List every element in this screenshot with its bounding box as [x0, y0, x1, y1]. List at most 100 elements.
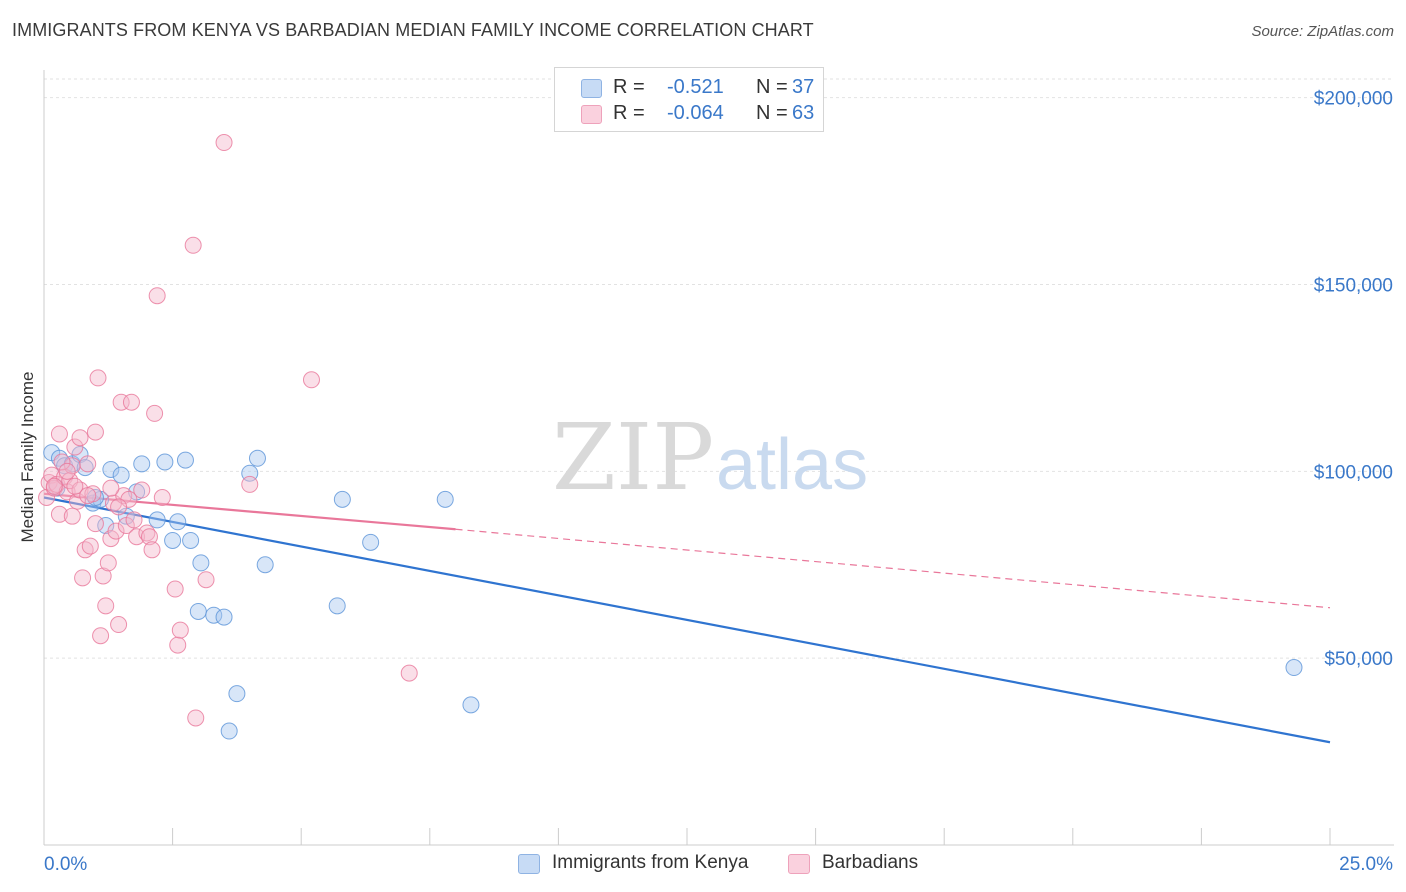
point-barbadians [184, 236, 202, 254]
point-barbadians [133, 481, 151, 499]
kenya-legend-swatch [518, 854, 540, 874]
point-kenya [228, 685, 246, 703]
point-barbadians [89, 369, 107, 387]
x-tick-label: 25.0% [1339, 854, 1393, 875]
point-barbadians [66, 438, 84, 456]
point-kenya [436, 490, 454, 508]
point-barbadians [400, 664, 418, 682]
point-barbadians [128, 528, 146, 546]
point-barbadians [50, 425, 68, 443]
point-barbadians [79, 487, 97, 505]
point-barbadians [99, 554, 117, 572]
barbadians-legend-label: Barbadians [822, 852, 919, 873]
point-barbadians [92, 627, 110, 645]
point-kenya [176, 451, 194, 469]
data-points [38, 134, 1303, 740]
trendline-kenya [43, 496, 1331, 744]
y-tick-labels: $50,000 $100,000 $150,000 $200,000 [1314, 89, 1393, 670]
point-barbadians [94, 567, 112, 585]
point-barbadians [63, 507, 81, 525]
point-barbadians [140, 528, 158, 546]
point-barbadians [143, 541, 161, 559]
y-tick-label: $100,000 [1314, 462, 1393, 483]
y-tick-label: $150,000 [1314, 276, 1393, 297]
point-kenya [189, 602, 207, 620]
barbadians-swatch [581, 105, 602, 124]
point-barbadians [81, 537, 99, 555]
point-kenya [182, 531, 200, 549]
point-kenya [97, 517, 115, 535]
point-barbadians [153, 488, 171, 506]
n-label: N = [756, 102, 788, 124]
point-kenya [102, 460, 120, 478]
r-label: R = [613, 76, 645, 98]
point-barbadians [71, 429, 89, 447]
barbadians-legend-swatch [788, 854, 810, 874]
point-barbadians [215, 134, 233, 152]
point-barbadians [122, 393, 140, 411]
n-value: 63 [792, 102, 815, 124]
source-credit: Source: ZipAtlas.com [1251, 23, 1394, 40]
point-barbadians [112, 393, 130, 411]
watermark-atlas: atlas [716, 425, 868, 505]
grid-lines [44, 78, 1394, 659]
x-tick-marks [43, 828, 1331, 845]
point-barbadians [107, 522, 125, 540]
kenya-swatch [581, 79, 602, 98]
point-kenya [256, 556, 274, 574]
point-kenya [220, 722, 238, 740]
kenya-legend-label: Immigrants from Kenya [552, 852, 749, 873]
point-kenya [133, 455, 151, 473]
trendlines [43, 492, 1331, 744]
point-barbadians [110, 616, 128, 634]
point-barbadians [169, 636, 187, 654]
chart-title: IMMIGRANTS FROM KENYA VS BARBADIAN MEDIA… [12, 20, 814, 40]
point-barbadians [187, 709, 205, 727]
point-barbadians [53, 453, 71, 471]
point-barbadians [125, 511, 143, 529]
point-barbadians [68, 492, 86, 510]
point-kenya [215, 608, 233, 626]
r-value: -0.521 [667, 76, 724, 98]
n-value: 37 [792, 76, 815, 98]
point-barbadians [241, 475, 259, 493]
y-tick-label: $50,000 [1324, 649, 1393, 670]
point-barbadians [66, 477, 84, 495]
point-kenya [333, 490, 351, 508]
watermark: ZIP atlas [552, 404, 868, 511]
point-barbadians [86, 515, 104, 533]
point-barbadians [74, 569, 92, 587]
x-tick-labels: 0.0% 25.0% [44, 854, 1393, 875]
watermark-zip: ZIP [552, 404, 714, 511]
point-kenya [362, 533, 380, 551]
point-kenya [328, 597, 346, 615]
point-barbadians [50, 505, 68, 523]
point-barbadians [148, 287, 166, 305]
point-barbadians [146, 404, 164, 422]
y-tick-label: $200,000 [1314, 89, 1393, 110]
point-kenya [148, 511, 166, 529]
point-barbadians [58, 462, 76, 480]
point-kenya [205, 606, 223, 624]
axes [43, 70, 1394, 846]
point-kenya [1285, 659, 1303, 677]
point-barbadians [102, 479, 120, 497]
point-barbadians [166, 580, 184, 598]
point-barbadians [45, 477, 63, 495]
point-barbadians [97, 597, 115, 615]
trendline-barbadians [43, 492, 456, 531]
correlation-legend: R = -0.521 N = 37 R = -0.064 N = 63 [554, 67, 824, 132]
point-barbadians [197, 571, 215, 589]
point-kenya [248, 449, 266, 467]
point-kenya [462, 696, 480, 714]
point-barbadians [171, 621, 189, 639]
series-legend: Immigrants from Kenya Barbadians [0, 852, 1406, 878]
point-kenya [192, 554, 210, 572]
n-label: N = [756, 76, 788, 98]
point-barbadians [86, 423, 104, 441]
point-kenya [164, 531, 182, 549]
point-kenya [156, 453, 174, 471]
x-tick-label: 0.0% [44, 854, 87, 875]
point-kenya [112, 466, 130, 484]
point-barbadians [79, 455, 97, 473]
